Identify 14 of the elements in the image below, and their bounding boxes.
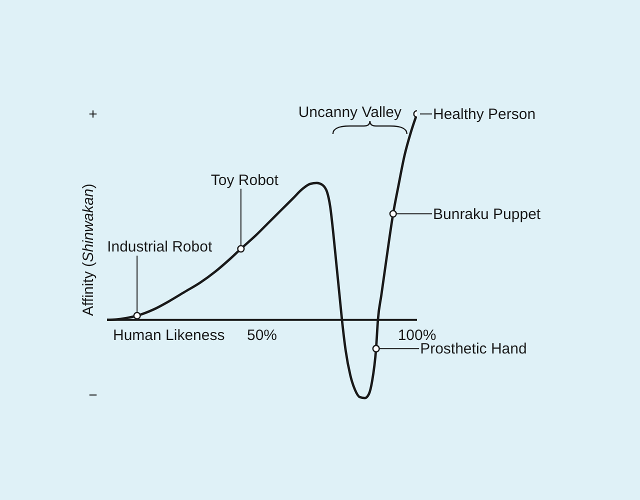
x-axis-title: Human Likeness <box>113 326 225 344</box>
text: − <box>88 387 98 404</box>
point <box>133 312 141 320</box>
text: + <box>88 106 98 123</box>
point <box>237 244 245 253</box>
annotation: Healthy Person <box>433 106 536 123</box>
point <box>372 344 380 352</box>
annotation: Bunraku Puppet <box>433 206 542 223</box>
x-tick-label: 50% <box>246 326 278 344</box>
annotation: Toy Robot <box>210 172 280 189</box>
annotation: Uncanny Valley <box>298 104 402 121</box>
y-axis-title: Affinity (Shinwakan) <box>80 184 97 316</box>
annotation: Industrial Robot <box>107 238 213 256</box>
point <box>389 210 397 218</box>
